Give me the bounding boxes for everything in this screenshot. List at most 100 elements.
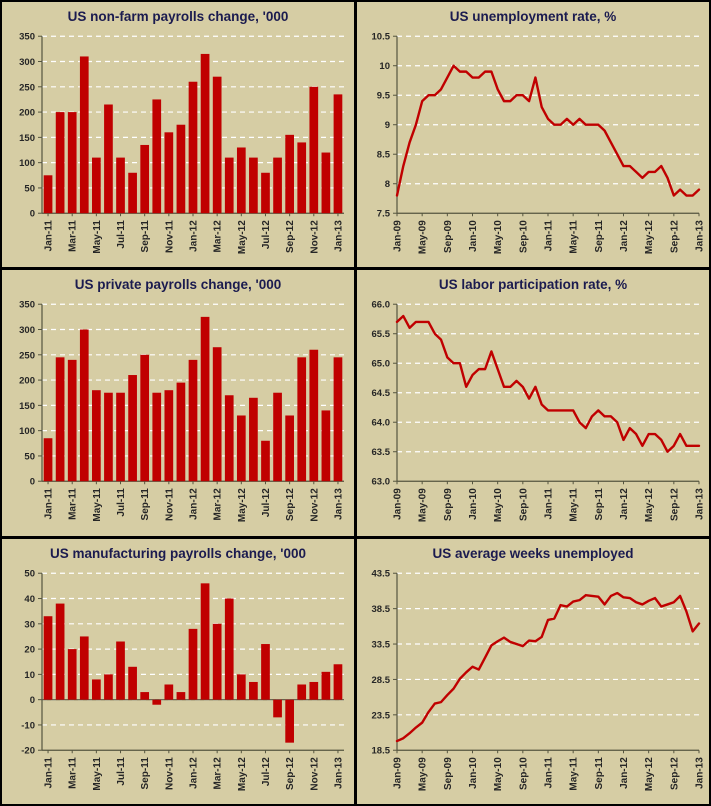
average-weeks-unemployed-title: US average weeks unemployed: [432, 545, 634, 561]
y-axis-label: 150: [19, 401, 35, 412]
x-axis-label: May-11: [569, 488, 580, 522]
x-axis-label: Sep-11: [140, 488, 151, 521]
y-axis-label: 20: [24, 644, 35, 655]
x-axis-label: Jul-11: [116, 756, 127, 785]
y-axis-label: 43.5: [372, 568, 391, 579]
x-axis-label: Jan-10: [468, 488, 479, 520]
y-axis-label: 66.0: [372, 300, 391, 311]
x-axis-label: Mar-11: [68, 220, 79, 252]
bar: [188, 81, 198, 214]
x-axis-label: Jan-12: [189, 756, 200, 788]
bar: [176, 382, 186, 482]
x-axis-label: Jan-11: [544, 488, 555, 520]
x-axis-label: Sep-12: [285, 220, 296, 253]
x-axis-label: Sep-10: [518, 756, 529, 789]
y-axis-label: 100: [19, 158, 35, 169]
y-axis-label: 10: [379, 61, 390, 72]
y-axis-label: 8: [385, 179, 390, 190]
x-axis-label: Jan-13: [695, 488, 706, 520]
bar: [164, 390, 174, 482]
y-axis-label: 33.5: [372, 639, 391, 650]
bar: [297, 142, 307, 214]
bar: [79, 635, 89, 700]
x-axis-label: May-10: [493, 220, 504, 254]
y-axis-label: 63.0: [372, 477, 391, 488]
bar: [67, 648, 77, 700]
y-axis-label: 9.5: [377, 91, 391, 102]
bar: [55, 357, 65, 482]
labor-participation-title: US labor participation rate, %: [438, 277, 628, 293]
x-axis-label: Jan-12: [189, 220, 200, 252]
x-axis-label: May-12: [237, 756, 248, 790]
x-axis-label: Sep-12: [669, 488, 680, 521]
x-axis-label: May-10: [493, 756, 504, 790]
x-axis-label: Mar-12: [213, 756, 224, 789]
x-axis-label: Sep-11: [140, 756, 151, 789]
y-axis-label: 10: [24, 669, 35, 680]
x-axis-label: Sep-11: [140, 220, 151, 253]
bar: [236, 415, 246, 482]
x-axis-label: Jan-11: [544, 220, 555, 252]
bar: [200, 53, 210, 214]
x-axis-label: May-11: [569, 756, 580, 790]
line-series: [395, 591, 701, 742]
manufacturing-payrolls-panel: US manufacturing payrolls change, '000 -…: [2, 538, 354, 804]
bar: [333, 94, 343, 214]
bar: [104, 673, 113, 700]
bar: [188, 360, 198, 482]
x-axis-label: Sep-11: [594, 220, 605, 253]
bar: [140, 354, 150, 482]
x-axis-label: Sep-09: [443, 220, 454, 253]
bar: [309, 681, 319, 700]
manufacturing-payrolls-chart: -20 -10 0 10 20 30 40 50 Jan-11 Mar-11 May-11 Jul-1…: [21, 568, 345, 790]
x-axis-label: Jan-11: [44, 756, 55, 788]
y-axis-label: 200: [19, 107, 35, 118]
bar: [321, 671, 331, 700]
x-axis-label: Jan-12: [619, 220, 630, 252]
x-axis-label: May-11: [569, 220, 580, 254]
y-axis-label: 350: [19, 300, 35, 311]
bar: [285, 134, 294, 214]
y-axis-label: 65.5: [372, 329, 391, 340]
x-axis-label: Jan-09: [393, 220, 404, 252]
x-axis-label: May-12: [237, 488, 248, 522]
bar: [67, 360, 77, 482]
x-axis-label: Jul-12: [261, 220, 272, 249]
bar: [55, 111, 65, 214]
bar: [104, 104, 113, 214]
average-weeks-unemployed-panel: US average weeks unemployed 18.5 23.5 28.5…: [357, 538, 709, 804]
line-series: [395, 64, 701, 197]
bar: [212, 623, 222, 700]
x-axis-label: May-11: [92, 488, 103, 522]
x-axis-label: May-10: [493, 488, 504, 522]
bar: [67, 111, 77, 214]
bar: [55, 603, 65, 700]
y-axis-label: 50: [24, 183, 35, 194]
bar: [128, 172, 137, 214]
labor-participation-chart: 63.0 63.5 64.0 64.5 65.0 65.5 66.0 Jan-09 May-09…: [372, 300, 706, 522]
nonfarm-payrolls-panel: US non-farm payrolls change, '000 0 50 100…: [2, 2, 354, 268]
x-axis-label: Jan-12: [619, 488, 630, 520]
bar: [43, 438, 53, 482]
y-axis-label: 65.0: [372, 359, 391, 370]
y-axis-label: 250: [19, 351, 35, 362]
x-axis-label: Jan-11: [44, 488, 55, 520]
bar: [261, 172, 270, 214]
bar: [116, 641, 125, 700]
y-axis-label: 38.5: [372, 604, 391, 615]
bar: [188, 628, 198, 700]
y-axis-label: 200: [19, 376, 35, 387]
x-axis-label: Jan-11: [44, 220, 55, 252]
y-axis-label: 18.5: [372, 745, 391, 756]
bar: [236, 147, 246, 214]
line-series: [395, 315, 701, 454]
x-axis-label: Jan-13: [334, 756, 345, 788]
labor-participation-panel: US labor participation rate, % 63.0 63.5 6…: [357, 270, 709, 536]
bar: [273, 392, 282, 482]
nonfarm-payrolls-chart: 0 50 100 150 200 250 300 350 Jan-11 Mar-11 May-11 J…: [19, 32, 344, 254]
bar: [200, 582, 210, 700]
bar: [249, 397, 258, 482]
x-axis-label: Jul-11: [116, 488, 127, 517]
y-axis-label: 0: [30, 695, 35, 706]
